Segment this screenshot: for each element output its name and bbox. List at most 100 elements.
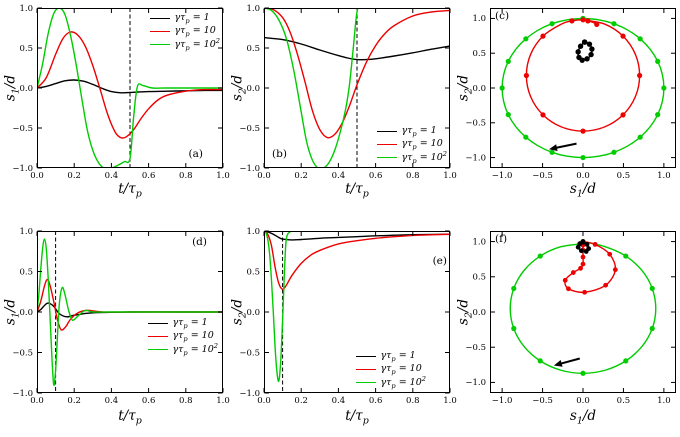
x-tick-label: 0.0 — [257, 396, 271, 406]
y-tick-label: 1.0 — [472, 237, 486, 247]
x-tick-label: 0.2 — [294, 171, 308, 181]
data-marker — [576, 54, 582, 61]
curve-gamma-tau-100 — [264, 8, 450, 168]
legend-line-swatch — [356, 369, 377, 370]
y-tick-label: 0.5 — [19, 267, 33, 277]
legend-label: γτp = 1 — [380, 350, 416, 363]
ticks — [36, 230, 224, 394]
legend-entry: γτp = 10 — [148, 330, 218, 343]
data-marker — [623, 253, 629, 259]
legend-line-swatch — [377, 144, 398, 145]
panel-b-legend: γτp = 1 γτp = 10 γτp = 102 — [377, 125, 447, 165]
panel-e-plotbox: 0.0 0.2 0.4 0.6 0.8 1.0 −1.0 −0.5 0.0 0.5 1.0 γτp … — [239, 227, 456, 406]
panel-a-legend: γτp = 1 γτp = 10 γτp = 102 — [150, 12, 220, 53]
y-tick-label: 0.5 — [472, 273, 486, 283]
x-tick-label: 0.8 — [406, 171, 420, 181]
legend-label: γτp = 10 — [401, 138, 443, 151]
y-tick-label: −0.5 — [465, 119, 486, 129]
x-tick-label: 0.5 — [617, 171, 631, 181]
data-marker — [592, 241, 598, 247]
x-tick-label: 0.4 — [332, 396, 346, 406]
legend-entry: γτp = 102 — [356, 375, 426, 390]
tick-labels: 0.0 0.2 0.4 0.6 0.8 1.0 −1.0 −0.5 0.0 0.5 1.0 — [12, 227, 229, 406]
data-marker — [537, 358, 543, 364]
panel-f-xlabel: s1/d — [569, 408, 597, 427]
data-marker — [562, 277, 568, 283]
legend-entry: γτp = 10 — [356, 363, 426, 376]
panel-a: s1/d 0.0 0.2 0.4 0.6 0.8 1.0 −1.0 −0.5 0.0 0.5 1.0… — [0, 0, 230, 218]
y-tick-label: 1.0 — [19, 227, 33, 237]
x-tick-label: 1.0 — [657, 171, 671, 181]
legend-entry: γτp = 10 — [377, 138, 447, 151]
legend-line-swatch — [148, 336, 169, 337]
x-tick-label: −1.0 — [492, 396, 513, 406]
y-tick-label: −0.5 — [239, 348, 260, 358]
data-marker — [586, 41, 593, 47]
curve-gamma-tau-10 — [37, 31, 223, 139]
y-tick-label: −0.5 — [12, 124, 33, 134]
data-marker — [581, 39, 588, 45]
panel-d-label: (d) — [192, 236, 207, 248]
data-marker — [540, 33, 546, 39]
x-tick-label: 1.0 — [216, 171, 230, 181]
y-tick-label: 1.0 — [246, 227, 260, 237]
data-marker — [580, 17, 586, 23]
legend-label: γτp = 102 — [172, 341, 218, 358]
legend-line-swatch — [148, 349, 169, 350]
legend-line-swatch — [150, 18, 171, 19]
x-tick-label: 0.6 — [369, 171, 383, 181]
legend-line-swatch — [356, 382, 377, 383]
series-group — [37, 238, 223, 386]
legend-label: γτp = 1 — [172, 317, 208, 330]
x-tick-label: 0.2 — [67, 396, 81, 406]
data-marker — [637, 134, 643, 140]
legend-entry: γτp = 1 — [150, 12, 220, 25]
y-tick-label: −1.0 — [465, 153, 486, 163]
x-tick-label: −1.0 — [492, 171, 513, 181]
ticks — [36, 7, 224, 169]
data-marker — [505, 112, 511, 118]
panel-f-label: (f) — [495, 233, 508, 245]
data-marker — [584, 56, 590, 62]
tick-labels: −1.0 −0.5 0.0 0.5 1.0 −1.0 −0.5 0.0 0.5 1.0 — [465, 14, 670, 181]
data-marker — [580, 261, 586, 267]
panel-f-plot: −1.0 −0.5 0.0 0.5 1.0 −1.0 −0.5 0.0 0.5 1.0 — [465, 231, 676, 406]
y-tick-label: −0.5 — [465, 343, 486, 353]
curve-gamma-tau-10 — [264, 231, 450, 291]
panel-b-plot: 0.0 0.2 0.4 0.6 0.8 1.0 −1.0 −0.5 0.0 0.5 1.0 — [239, 4, 456, 181]
x-tick-label: 1.0 — [443, 171, 457, 181]
data-marker — [620, 33, 626, 39]
x-tick-label: 1.0 — [216, 396, 230, 406]
data-marker — [511, 285, 517, 292]
data-marker — [523, 72, 529, 79]
x-tick-label: 0.8 — [406, 396, 420, 406]
data-marker — [523, 36, 529, 42]
legend-label: γτp = 102 — [174, 36, 220, 53]
y-tick-label: 0.0 — [246, 84, 260, 94]
data-marker — [577, 43, 584, 49]
panel-d-plotbox: 0.0 0.2 0.4 0.6 0.8 1.0 −1.0 −0.5 0.0 0.5 1.0 γτp … — [12, 227, 229, 406]
x-tick-label: 0.6 — [369, 396, 383, 406]
panel-e: s2/d 0.0 0.2 0.4 0.6 0.8 1.0 −1.0 −0.5 0.0 0.5 1.0… — [227, 219, 457, 437]
panel-f-plotbox: −1.0 −0.5 0.0 0.5 1.0 −1.0 −0.5 0.0 0.5 1.0 (f) — [465, 231, 676, 406]
direction-arrow — [553, 357, 581, 367]
data-marker — [583, 249, 589, 254]
y-tick-label: 0.0 — [246, 308, 260, 318]
data-marker — [584, 241, 590, 247]
data-marker — [578, 265, 583, 271]
legend-entry: γτp = 10 — [150, 25, 220, 38]
panel-b: s2/d 0.0 0.2 0.4 0.6 0.8 1.0 −1.0 −0.5 0.0 0.5 1.0… — [227, 0, 457, 218]
y-tick-label: 0.5 — [246, 267, 260, 277]
data-marker — [566, 286, 571, 292]
legend-entry: γτp = 102 — [150, 36, 220, 53]
panel-b-plotbox: 0.0 0.2 0.4 0.6 0.8 1.0 −1.0 −0.5 0.0 0.5 1.0 γτp … — [239, 4, 456, 181]
curve-gamma-tau-1 — [37, 79, 223, 94]
panel-b-label: (b) — [272, 148, 287, 160]
y-tick-label: 0.5 — [246, 44, 260, 54]
panel-d: s1/d 0.0 0.2 0.4 0.6 0.8 1.0 −1.0 −0.5 0.0 0.5 1.0… — [0, 219, 230, 437]
panel-b-xlabel: t/τp — [345, 181, 369, 200]
data-marker — [623, 358, 629, 364]
x-tick-label: −0.5 — [532, 396, 553, 406]
ticks — [490, 8, 676, 168]
